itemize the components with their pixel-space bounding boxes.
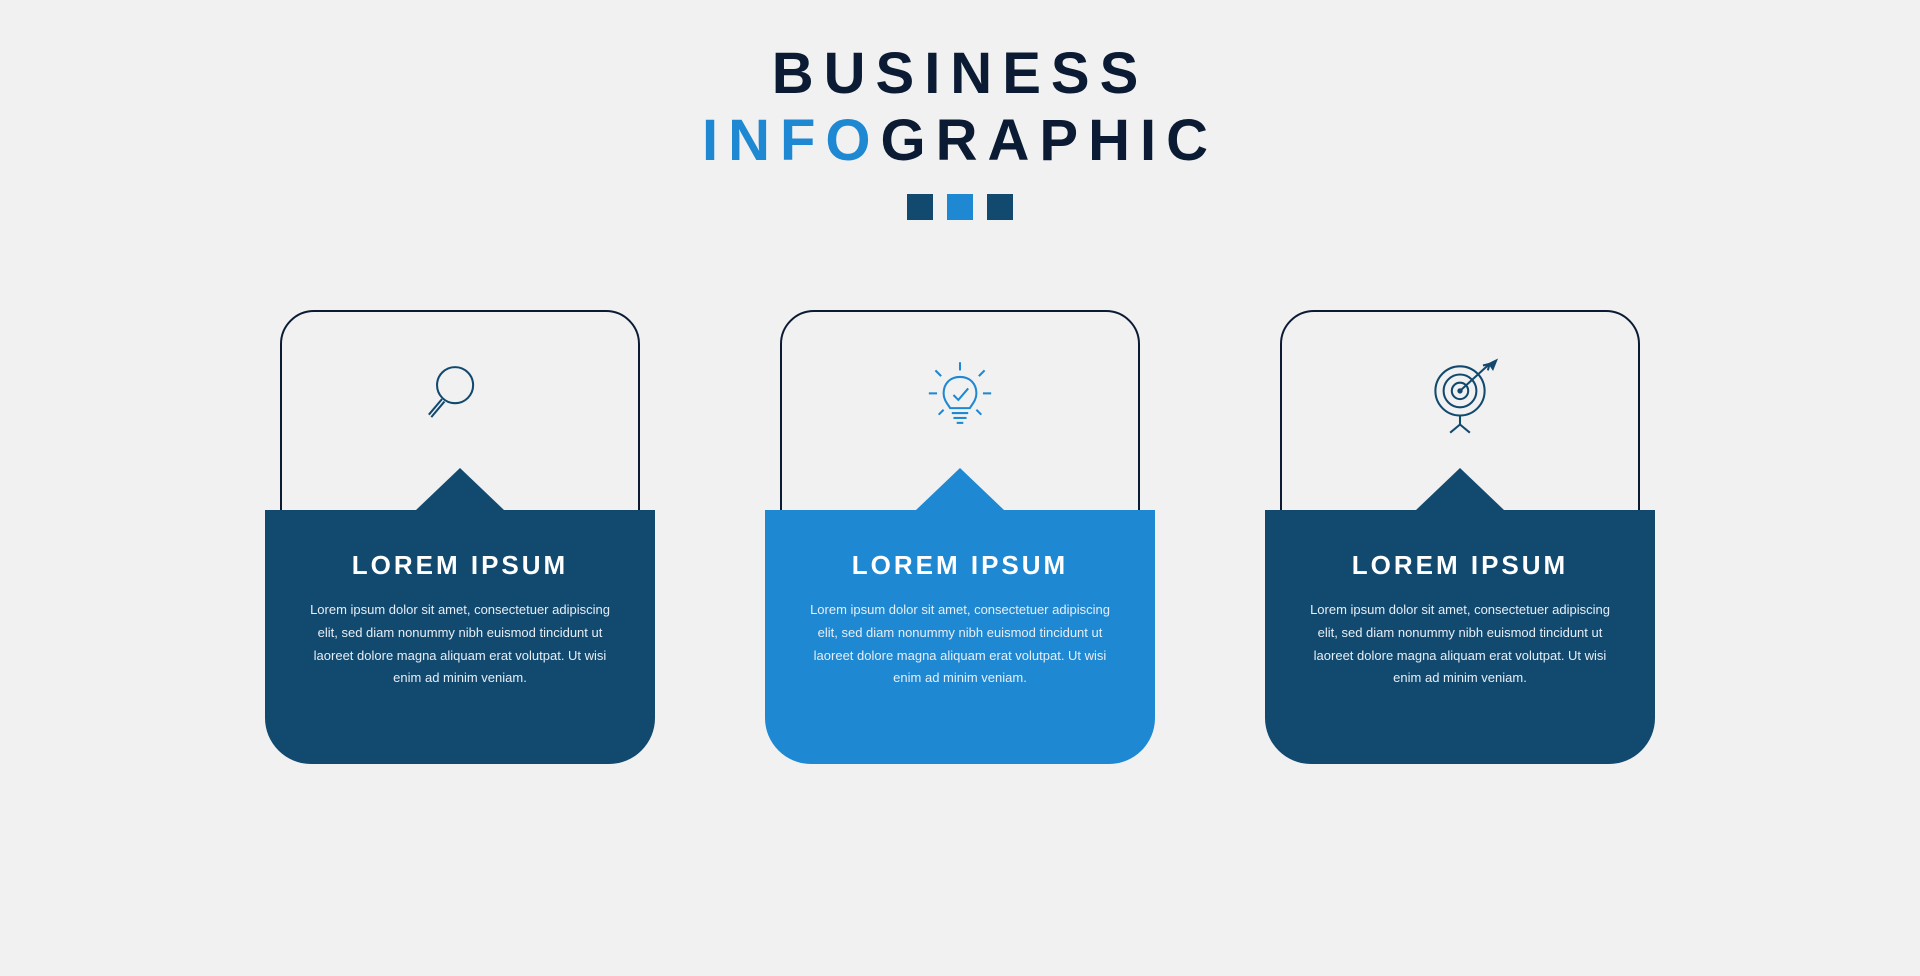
accent-square-2 <box>947 194 973 220</box>
cards-row: LOREM IPSUM Lorem ipsum dolor sit amet, … <box>0 310 1920 764</box>
card-2: LOREM IPSUM Lorem ipsum dolor sit amet, … <box>765 310 1155 764</box>
header: BUSINESS INFOGRAPHIC <box>702 40 1218 220</box>
title-prefix: INFO <box>702 108 881 173</box>
accent-square-3 <box>987 194 1013 220</box>
card-panel: LOREM IPSUM Lorem ipsum dolor sit amet, … <box>265 510 655 764</box>
accent-square-1 <box>907 194 933 220</box>
title-line2: INFOGRAPHIC <box>702 107 1218 174</box>
card-title: LOREM IPSUM <box>1299 550 1621 581</box>
card-title: LOREM IPSUM <box>299 550 621 581</box>
title-suffix: GRAPHIC <box>881 108 1218 173</box>
lightbulb-icon <box>915 350 1005 440</box>
card-title: LOREM IPSUM <box>799 550 1121 581</box>
card-panel: LOREM IPSUM Lorem ipsum dolor sit amet, … <box>1265 510 1655 764</box>
card-body: Lorem ipsum dolor sit amet, consectetuer… <box>810 599 1110 690</box>
title-line1: BUSINESS <box>702 40 1218 107</box>
card-body: Lorem ipsum dolor sit amet, consectetuer… <box>1310 599 1610 690</box>
magnifier-icon <box>415 350 505 440</box>
card-3: LOREM IPSUM Lorem ipsum dolor sit amet, … <box>1265 310 1655 764</box>
card-panel: LOREM IPSUM Lorem ipsum dolor sit amet, … <box>765 510 1155 764</box>
card-1: LOREM IPSUM Lorem ipsum dolor sit amet, … <box>265 310 655 764</box>
target-icon <box>1415 350 1505 440</box>
card-body: Lorem ipsum dolor sit amet, consectetuer… <box>310 599 610 690</box>
accent-squares <box>702 194 1218 220</box>
